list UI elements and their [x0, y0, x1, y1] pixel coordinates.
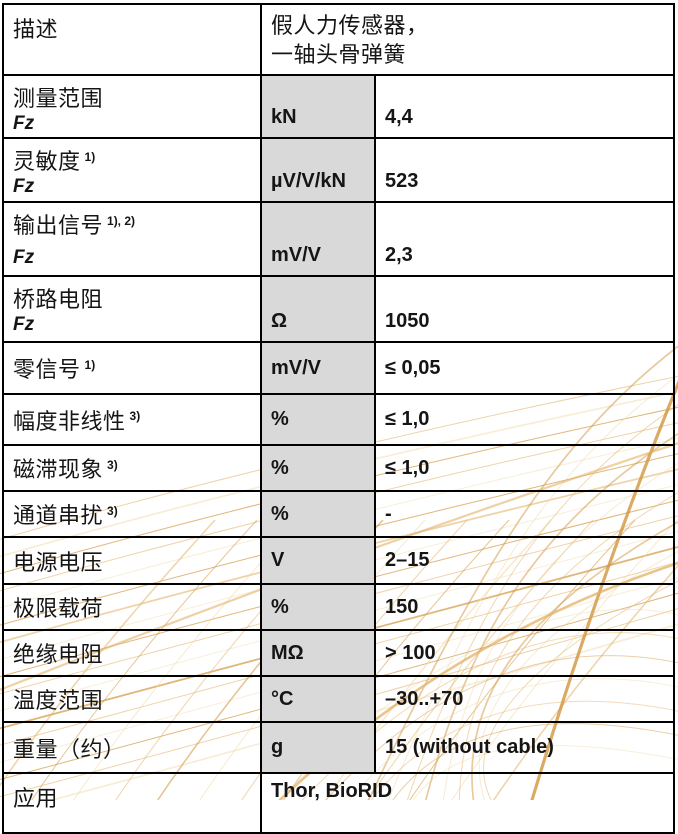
- row-label: 通道串扰 3): [4, 492, 262, 538]
- value-cell: 1050: [376, 277, 675, 343]
- value-cell: 4,4: [376, 76, 675, 139]
- value-cell: ≤ 0,05: [376, 343, 675, 395]
- footnote-marker: 3): [129, 409, 141, 424]
- row-sublabel: Fz: [13, 247, 35, 268]
- footnote-marker: 1), 2): [107, 213, 136, 228]
- row-label: 幅度非线性 3): [4, 395, 262, 446]
- description-line-1: 假人力传感器，: [271, 13, 429, 38]
- row-label: 重量（约）: [4, 723, 262, 774]
- unit-cell: Ω: [262, 277, 376, 343]
- value-cell: ≤ 1,0: [376, 395, 675, 446]
- unit-cell: %: [262, 492, 376, 538]
- value-cell: -: [376, 492, 675, 538]
- row-label: 电源电压: [4, 538, 262, 585]
- row-label: 极限载荷: [4, 585, 262, 631]
- row-label: 输出信号 1), 2) Fz: [4, 203, 262, 277]
- description-line-2: 一轴头骨弹簧: [271, 41, 407, 67]
- row-label: 测量范围 Fz: [4, 76, 262, 139]
- row-sublabel: Fz: [13, 176, 35, 197]
- row-sublabel: Fz: [13, 113, 35, 134]
- unit-cell: MΩ: [262, 631, 376, 677]
- footnote-marker: 1): [84, 149, 96, 164]
- footnote-marker: 1): [84, 357, 96, 372]
- unit-cell: %: [262, 446, 376, 492]
- unit-cell: kN: [262, 76, 376, 139]
- footnote-marker: 3): [107, 503, 118, 518]
- label-text: 描述: [13, 17, 59, 42]
- label-text: 电源电压: [13, 549, 104, 575]
- unit-cell: mV/V: [262, 203, 376, 277]
- row-label: 桥路电阻 Fz: [4, 277, 262, 343]
- value-cell: 523: [376, 139, 675, 203]
- label-text: 通道串扰: [13, 503, 104, 528]
- value-cell: 2–15: [376, 538, 675, 585]
- row-label: 应用: [4, 774, 262, 834]
- spec-table: 描述 假人力传感器， 一轴头骨弹簧 测量范围 Fz kN 4,4 灵敏度 1) F…: [2, 3, 675, 834]
- unit-cell: µV/V/kN: [262, 139, 376, 203]
- row-label: 零信号 1): [4, 343, 262, 395]
- row-label: 温度范围: [4, 677, 262, 723]
- unit-cell: %: [262, 585, 376, 631]
- description-cell: 假人力传感器， 一轴头骨弹簧: [262, 5, 675, 76]
- label-text: 重量（约）: [13, 736, 126, 762]
- value-cell: 150: [376, 585, 675, 631]
- value-cell: 2,3: [376, 203, 675, 277]
- unit-cell: V: [262, 538, 376, 585]
- footnote-marker: 3): [107, 457, 118, 472]
- row-sublabel: Fz: [13, 314, 35, 335]
- label-text: 幅度非线性: [13, 408, 126, 434]
- label-text: 极限载荷: [13, 596, 104, 621]
- row-label: 灵敏度 1) Fz: [4, 139, 262, 203]
- label-text: 测量范围: [13, 86, 104, 111]
- row-label: 绝缘电阻: [4, 631, 262, 677]
- unit-cell: °C: [262, 677, 376, 723]
- label-text: 磁滞现象: [13, 457, 104, 482]
- value-cell: ≤ 1,0: [376, 446, 675, 492]
- label-text: 桥路电阻: [13, 287, 104, 312]
- value-cell: –30..+70: [376, 677, 675, 723]
- row-label: 磁滞现象 3): [4, 446, 262, 492]
- label-text: 温度范围: [13, 688, 104, 713]
- unit-cell: %: [262, 395, 376, 446]
- unit-cell: g: [262, 723, 376, 774]
- unit-cell: mV/V: [262, 343, 376, 395]
- value-cell: Thor, BioRID: [262, 774, 675, 834]
- label-text: 输出信号: [13, 213, 104, 238]
- label-text: 应用: [13, 786, 59, 811]
- row-label: 描述: [4, 5, 262, 76]
- label-text: 绝缘电阻: [13, 642, 104, 667]
- label-text: 灵敏度: [13, 149, 81, 174]
- value-cell: 15 (without cable): [376, 723, 675, 774]
- label-text: 零信号: [13, 357, 81, 382]
- value-cell: > 100: [376, 631, 675, 677]
